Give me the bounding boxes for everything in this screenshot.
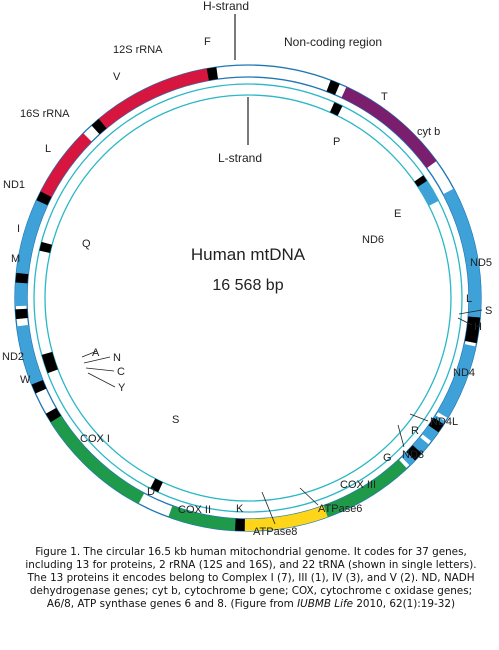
gene-leader-atpase6 bbox=[299, 487, 319, 506]
segment-nd5 bbox=[443, 188, 481, 335]
gene-label-cox2: COX II bbox=[178, 504, 211, 516]
trna-label-p: P bbox=[333, 136, 340, 148]
trna-mark-t bbox=[326, 80, 340, 95]
gene-label-nd2: ND2 bbox=[2, 351, 24, 363]
trna-leader-n bbox=[83, 356, 111, 364]
trna-mark-r bbox=[428, 417, 444, 433]
caption-text: Figure 1. The circular 16.5 kb human mit… bbox=[25, 546, 477, 611]
mtdna-diagram: Human mtDNA 16 568 bp H-strand L-strand … bbox=[2, 0, 492, 538]
trna-label-v: V bbox=[113, 71, 121, 83]
noncoding-region-label: Non-coding region bbox=[284, 35, 382, 49]
segment-nd4 bbox=[437, 343, 476, 419]
segment-cox3 bbox=[323, 459, 407, 517]
gene-label-atpase8: ATPase8 bbox=[253, 526, 297, 538]
trna-mark-f bbox=[206, 67, 219, 81]
trna-mark-s2 bbox=[150, 478, 163, 493]
segment-nd6 bbox=[416, 178, 439, 206]
trna-mark-e bbox=[414, 175, 428, 187]
trna-mark-q bbox=[39, 241, 53, 254]
gene-leader-nd4l bbox=[409, 413, 429, 422]
gene-label-16s-rrna: 16S rRNA bbox=[20, 108, 70, 120]
gene-leader-atpase8 bbox=[261, 491, 276, 525]
gene-label-nd5: ND5 bbox=[470, 257, 492, 269]
gene-label-nd4: ND4 bbox=[453, 367, 475, 379]
genome-size: 16 568 bp bbox=[212, 277, 283, 294]
gene-leader-nd3 bbox=[397, 424, 405, 448]
trna-leader-y bbox=[87, 372, 116, 388]
trna-label-a: A bbox=[92, 347, 100, 359]
trna-mark-s1 bbox=[466, 324, 480, 336]
segment-12s-rrna bbox=[92, 68, 210, 134]
trna-leader-h bbox=[457, 317, 473, 326]
gene-label-nd4l: ND4L bbox=[430, 416, 458, 428]
trna-label-l1: L bbox=[45, 143, 51, 155]
trna-mark-g bbox=[406, 445, 422, 461]
gene-label-nd6: ND6 bbox=[362, 234, 384, 246]
trna-label-d: D bbox=[147, 486, 155, 498]
segment-atpase8 bbox=[243, 516, 281, 532]
inner-ring-outline bbox=[33, 83, 463, 513]
trna-mark-p bbox=[329, 102, 343, 116]
segment-16s-rrna bbox=[38, 133, 92, 202]
trna-mark-v bbox=[91, 118, 107, 135]
trna-label-l2: L bbox=[466, 293, 472, 305]
trna-leader-s1 bbox=[458, 309, 483, 315]
inner-ring-inner-outline bbox=[44, 94, 452, 502]
gene-label-nd3: ND3 bbox=[402, 449, 424, 461]
trna-label-r: R bbox=[411, 425, 419, 437]
segment-nd2 bbox=[16, 324, 44, 386]
trna-mark-d bbox=[45, 407, 61, 423]
gene-label-12s-rrna: 12S rRNA bbox=[113, 44, 163, 56]
trna-label-s1: S bbox=[485, 305, 492, 317]
trna-mark-w bbox=[31, 380, 47, 394]
trna-mark-anc-cluster bbox=[41, 351, 58, 374]
trna-label-f: F bbox=[204, 36, 211, 48]
trna-label-g: G bbox=[383, 452, 392, 464]
trna-label-w: W bbox=[20, 374, 31, 386]
genome-title: Human mtDNA bbox=[191, 245, 306, 264]
trna-mark-m bbox=[15, 308, 28, 320]
trna-label-k: K bbox=[236, 503, 244, 515]
h-strand-label: H-strand bbox=[203, 0, 249, 13]
trna-label-q: Q bbox=[82, 238, 91, 250]
gene-label-cytb: cyt b bbox=[417, 126, 440, 138]
trna-mark-k bbox=[234, 518, 245, 531]
trna-mark-l1 bbox=[36, 191, 52, 206]
trna-label-m: M bbox=[11, 253, 20, 265]
trna-leader-a bbox=[81, 350, 98, 358]
gene-label-cox3: COX III bbox=[340, 479, 376, 491]
trna-label-t: T bbox=[381, 91, 388, 103]
segment-atpase6 bbox=[278, 505, 328, 529]
trna-mark-i bbox=[15, 272, 29, 284]
gene-label-cox1: COX I bbox=[80, 433, 110, 445]
trna-label-i: I bbox=[17, 223, 20, 235]
gene-label-nd1: ND1 bbox=[3, 179, 25, 191]
segment-cox1 bbox=[46, 408, 145, 504]
trna-label-s2: S bbox=[172, 414, 179, 426]
trna-label-h: H bbox=[474, 321, 482, 333]
caption-journal: IUBMB Life bbox=[297, 598, 354, 611]
trna-label-y: Y bbox=[118, 382, 126, 394]
segment-cox2 bbox=[168, 505, 237, 531]
figure-caption: Figure 1. The circular 16.5 kb human mit… bbox=[20, 546, 482, 611]
caption-citation: 2010, 62(1):19-32) bbox=[353, 598, 456, 611]
segment-cytb bbox=[341, 86, 437, 169]
l-strand-label: L-strand bbox=[218, 151, 262, 165]
gene-label-atpase6: ATPase6 bbox=[318, 503, 362, 515]
trna-label-c: C bbox=[117, 366, 125, 378]
trna-leader-c bbox=[85, 367, 115, 372]
trna-label-e: E bbox=[394, 208, 401, 220]
trna-label-n: N bbox=[113, 352, 121, 364]
